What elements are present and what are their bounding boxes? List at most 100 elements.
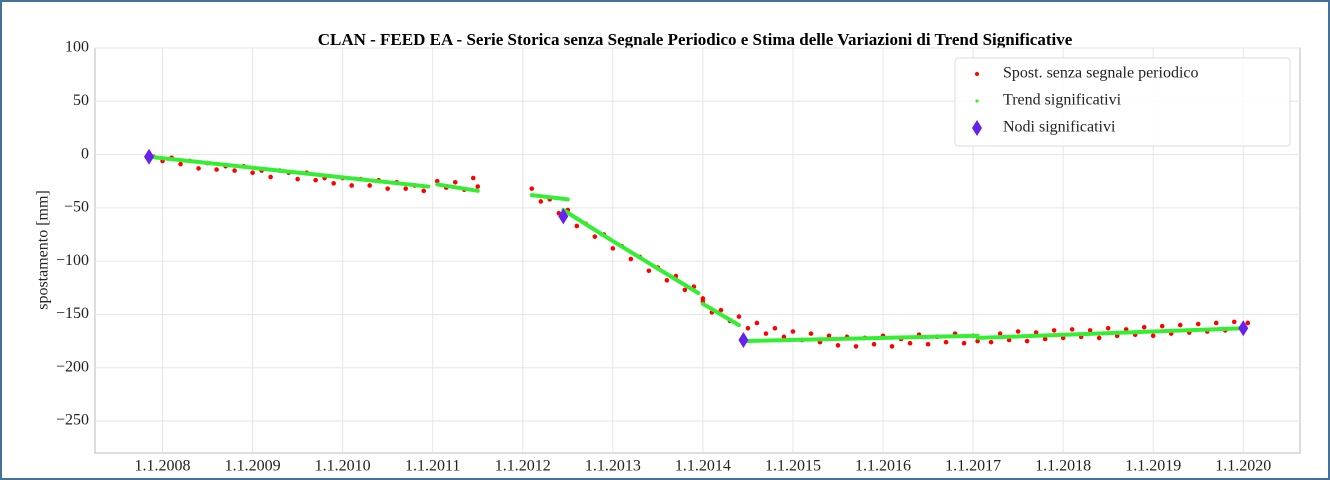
data-point bbox=[907, 340, 913, 346]
data-point bbox=[925, 341, 931, 347]
data-point bbox=[1006, 337, 1012, 343]
data-point bbox=[349, 183, 354, 188]
data-point bbox=[475, 184, 481, 189]
data-point bbox=[781, 334, 787, 340]
x-tick-label: 1.1.2013 bbox=[585, 458, 641, 475]
data-point bbox=[988, 339, 994, 345]
data-point bbox=[1195, 321, 1201, 327]
data-point bbox=[754, 320, 760, 326]
x-tick-label: 1.1.2009 bbox=[225, 458, 281, 475]
trend-line bbox=[147, 154, 431, 189]
trend-line bbox=[975, 326, 1246, 340]
data-point bbox=[1069, 327, 1075, 332]
x-tick-label: 1.1.2011 bbox=[405, 458, 460, 475]
y-tick-label: −150 bbox=[56, 305, 89, 322]
data-point bbox=[808, 331, 814, 336]
data-point bbox=[1096, 335, 1102, 341]
data-point bbox=[470, 175, 476, 181]
legend-marker bbox=[975, 99, 979, 103]
x-tick-label: 1.1.2019 bbox=[1125, 458, 1181, 475]
node-marker bbox=[1238, 320, 1249, 337]
data-point bbox=[745, 326, 751, 331]
legend-label: Spost. senza segnale periodico bbox=[1003, 65, 1199, 82]
data-point bbox=[1024, 338, 1030, 344]
data-point bbox=[1231, 319, 1237, 325]
data-point bbox=[610, 246, 616, 251]
data-point bbox=[313, 177, 318, 183]
x-tick-label: 1.1.2010 bbox=[315, 458, 371, 475]
data-point bbox=[574, 223, 580, 229]
x-tick-label: 1.1.2020 bbox=[1215, 458, 1271, 475]
data-point bbox=[1141, 324, 1147, 330]
data-point bbox=[1051, 328, 1057, 333]
x-tick-label: 1.1.2017 bbox=[945, 458, 1001, 475]
y-tick-label: 0 bbox=[81, 145, 89, 162]
x-tick-label: 1.1.2014 bbox=[675, 458, 731, 475]
node-marker bbox=[738, 332, 749, 349]
node-marker bbox=[144, 148, 155, 165]
data-point bbox=[975, 338, 980, 344]
data-point bbox=[943, 339, 949, 345]
x-tick-label: 1.1.2008 bbox=[135, 458, 191, 475]
data-point bbox=[403, 186, 409, 191]
data-point bbox=[664, 278, 670, 283]
data-point bbox=[889, 344, 895, 349]
data-point bbox=[1159, 323, 1165, 329]
data-point bbox=[997, 331, 1003, 336]
trend-line bbox=[741, 333, 980, 344]
legend-marker bbox=[972, 120, 982, 136]
data-point bbox=[1087, 328, 1093, 333]
legend-marker bbox=[975, 72, 979, 76]
trend-line bbox=[529, 193, 570, 202]
y-tick-label: −250 bbox=[56, 412, 89, 429]
y-tick-label: 50 bbox=[73, 92, 89, 109]
data-point bbox=[331, 181, 336, 186]
legend-label: Trend significativi bbox=[1003, 92, 1122, 109]
data-point bbox=[385, 186, 390, 191]
trend-line bbox=[561, 208, 701, 296]
data-point bbox=[826, 333, 832, 339]
data-point bbox=[1033, 330, 1039, 335]
data-point bbox=[1213, 320, 1219, 326]
chart-title: CLAN - FEED EA - Serie Storica senza Seg… bbox=[318, 30, 1073, 49]
y-tick-label: 100 bbox=[65, 39, 89, 56]
data-point bbox=[736, 314, 742, 319]
data-point bbox=[835, 343, 841, 348]
data-point bbox=[700, 296, 706, 301]
data-point bbox=[1177, 322, 1183, 328]
data-point bbox=[421, 188, 427, 194]
data-point bbox=[295, 176, 300, 182]
data-point bbox=[628, 256, 634, 262]
x-tick-label: 1.1.2015 bbox=[765, 458, 821, 475]
node-marker bbox=[558, 208, 569, 225]
data-point bbox=[529, 186, 535, 191]
data-point bbox=[1015, 329, 1021, 334]
y-tick-label: −50 bbox=[64, 199, 89, 216]
data-point bbox=[1105, 326, 1111, 331]
data-point bbox=[682, 287, 688, 293]
data-point bbox=[196, 166, 201, 171]
x-tick-label: 1.1.2016 bbox=[855, 458, 911, 475]
legend-label: Nodi significativi bbox=[1003, 119, 1116, 136]
data-point bbox=[452, 179, 458, 185]
data-point bbox=[763, 331, 769, 336]
data-point bbox=[961, 340, 967, 346]
x-tick-label: 1.1.2018 bbox=[1035, 458, 1091, 475]
data-point bbox=[871, 341, 877, 347]
trend-line bbox=[700, 301, 741, 328]
data-point bbox=[1150, 333, 1156, 339]
data-point bbox=[367, 183, 372, 188]
data-point bbox=[178, 161, 183, 167]
data-point bbox=[250, 170, 255, 175]
data-point bbox=[232, 168, 237, 173]
data-point bbox=[853, 344, 859, 349]
data-point bbox=[1245, 320, 1251, 326]
data-point bbox=[434, 178, 440, 184]
legend-box bbox=[954, 57, 1291, 147]
x-tick-label: 1.1.2012 bbox=[495, 458, 551, 475]
data-point bbox=[538, 199, 544, 204]
y-tick-label: −100 bbox=[56, 252, 89, 269]
data-point bbox=[646, 268, 652, 274]
data-point bbox=[214, 167, 219, 172]
